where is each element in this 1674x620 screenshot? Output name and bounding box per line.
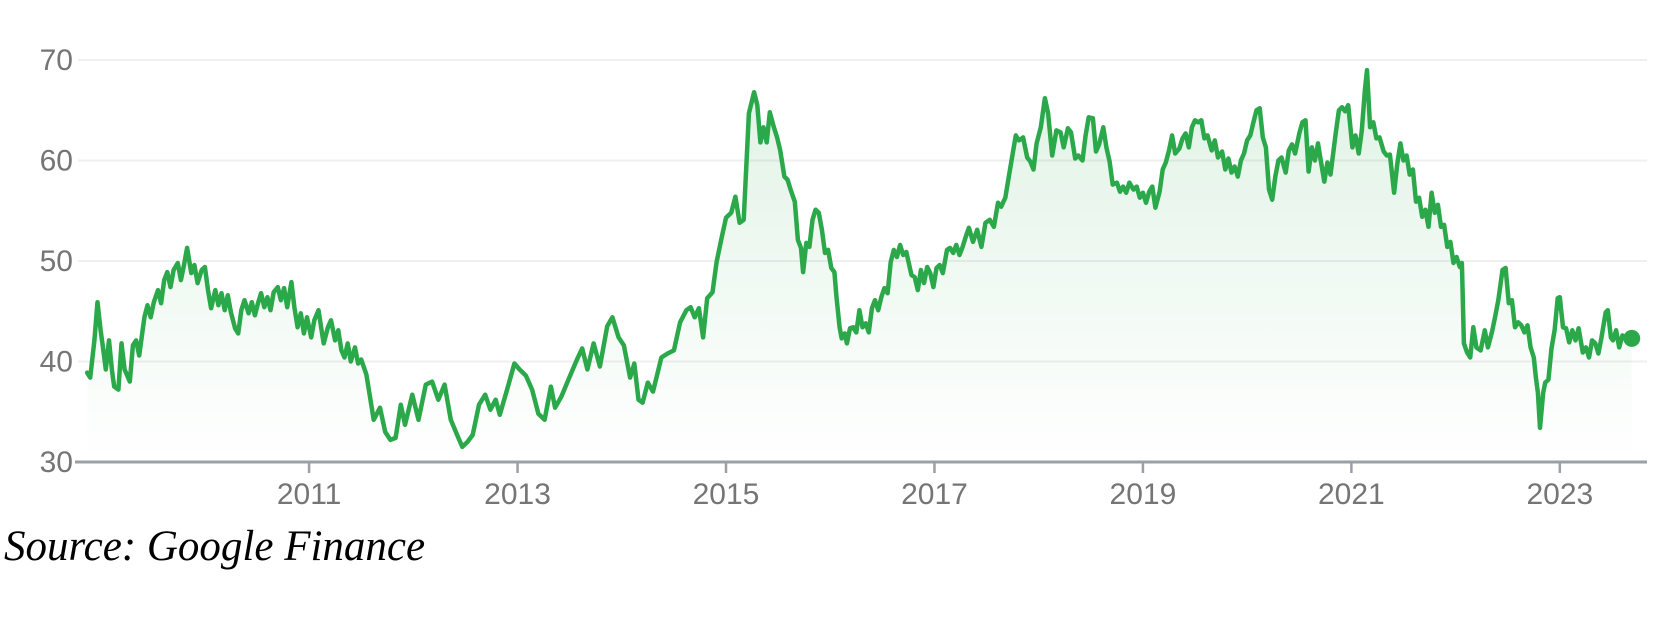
x-tick-label-2023: 2023 [1526,478,1593,511]
x-tick-label-2013: 2013 [484,478,551,511]
x-tick-label-2017: 2017 [901,478,968,511]
latest-price-dot [1623,329,1641,347]
price-chart: 2011 2013 2015 2017 2019 2021 2023 30 40 50 60 70 [40,44,1647,511]
y-tick-label-30: 30 [40,446,73,479]
x-tick-label-2015: 2015 [693,478,760,511]
source-note: Source: Google Finance [4,523,426,570]
x-tick-label-2019: 2019 [1110,478,1177,511]
stock-chart-figure: 2011 2013 2015 2017 2019 2021 2023 30 40 50 60 70 S… [4,44,1647,570]
y-tick-label-60: 60 [40,145,73,178]
y-tick-label-40: 40 [40,346,73,379]
price-area-fill [87,70,1632,462]
y-tick-label-70: 70 [40,44,73,77]
y-tick-label-50: 50 [40,245,73,278]
price-line [84,67,1634,450]
x-tick-label-2011: 2011 [277,478,342,511]
x-tick-label-2021: 2021 [1318,478,1385,511]
